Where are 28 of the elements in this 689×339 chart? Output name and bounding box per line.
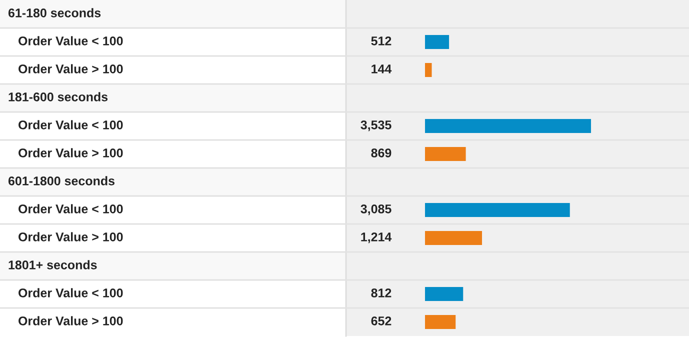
data-label: 144 [372, 64, 392, 74]
bar [425, 203, 570, 217]
y-tick-label: Order Value < 100 [18, 36, 123, 46]
text: 601-1800 seconds [8, 176, 114, 186]
data-label: 512 [371, 36, 392, 46]
y-tick-label: Order Value < 100 [18, 204, 123, 214]
y-tick-label: Order Value > 100 [18, 232, 123, 242]
y-tick-label: Order Value > 100 [18, 148, 123, 158]
bar [425, 231, 482, 245]
text: 61-180 seconds [8, 8, 101, 18]
data-label: 3,535 [360, 120, 392, 132]
y-tick-label: Order Value > 100 [18, 316, 123, 326]
y-tick-label: Order Value < 100 [18, 288, 123, 298]
data-label: 3,085 [360, 204, 392, 216]
bar [425, 119, 591, 133]
data-label: 869 [371, 148, 392, 158]
bar [425, 287, 464, 301]
text: 181-600 seconds [8, 92, 108, 102]
data-label: 812 [371, 288, 392, 298]
bar [425, 35, 450, 49]
bar [425, 147, 466, 161]
y-tick-label: Order Value > 100 [18, 64, 123, 74]
bar [425, 63, 432, 77]
data-label: 1,214 [361, 232, 392, 244]
text: 1801+ seconds [8, 260, 97, 270]
y-tick-label: Order Value < 100 [18, 120, 123, 130]
bar [425, 315, 456, 329]
data-label: 652 [371, 316, 392, 326]
